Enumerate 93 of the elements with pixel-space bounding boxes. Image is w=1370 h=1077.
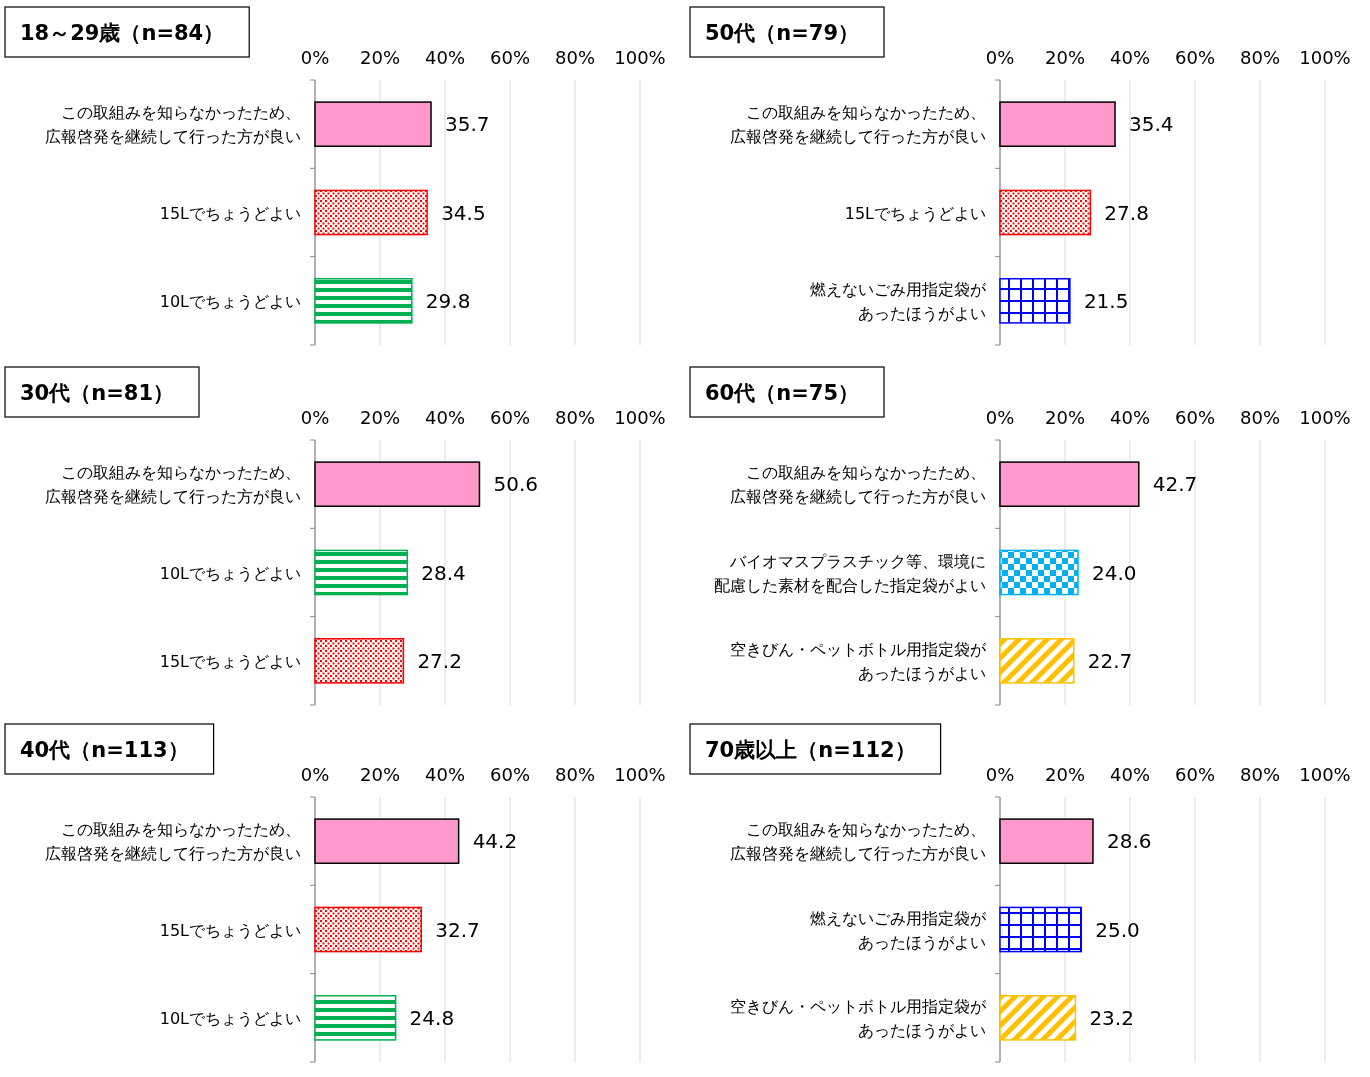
y-tick-label: この取組みを知らなかったため、広報啓発を継続して行った方が良い <box>730 103 986 147</box>
y-tick-label: 15Lでちょうどよい <box>844 203 986 223</box>
x-tick-label: 100% <box>614 764 666 785</box>
y-tick-label: 空きびん・ペットボトル用指定袋があったほうがよい <box>730 996 987 1040</box>
data-label: 34.5 <box>441 200 486 225</box>
x-tick-label: 40% <box>1109 407 1151 428</box>
data-label: 42.7 <box>1152 472 1198 497</box>
data-label: 35.7 <box>445 112 490 137</box>
x-tick-label: 80% <box>1239 47 1281 68</box>
data-label: 35.4 <box>1129 112 1174 137</box>
data-label: 29.8 <box>425 288 471 313</box>
bar <box>999 278 1071 324</box>
bar <box>314 101 432 147</box>
x-tick-label: 20% <box>359 47 401 68</box>
text: 40代（n=113） <box>20 738 189 762</box>
y-tick-label: 10Lでちょうどよい <box>159 563 301 583</box>
x-tick-label: 20% <box>1044 47 1086 68</box>
y-tick-label: 15Lでちょうどよい <box>159 920 301 940</box>
x-tick-label: 80% <box>554 407 596 428</box>
bar <box>314 906 423 953</box>
x-tick-label: 0% <box>985 407 1015 428</box>
x-tick-label: 60% <box>1174 764 1216 785</box>
bar <box>314 461 481 507</box>
data-label: 23.2 <box>1089 1005 1134 1030</box>
x-tick-label: 80% <box>1239 407 1281 428</box>
x-tick-label: 100% <box>1299 407 1351 428</box>
data-label: 27.2 <box>417 648 462 673</box>
x-tick-label: 100% <box>614 407 666 428</box>
bar <box>999 189 1092 236</box>
x-tick-label: 80% <box>554 764 596 785</box>
bar <box>999 461 1140 507</box>
data-label: 32.7 <box>435 917 480 942</box>
y-tick-label: 10Lでちょうどよい <box>159 1008 301 1028</box>
bar <box>314 995 397 1041</box>
text: 60代（n=75） <box>705 381 859 405</box>
bar <box>314 278 413 324</box>
data-label: 27.8 <box>1104 200 1149 225</box>
x-tick-label: 0% <box>985 764 1015 785</box>
data-label: 28.6 <box>1106 829 1152 854</box>
text: 18～29歳（n=84） <box>20 21 225 45</box>
data-label: 50.6 <box>493 472 538 497</box>
x-tick-label: 20% <box>1044 764 1086 785</box>
x-tick-label: 60% <box>1174 407 1216 428</box>
y-tick-label: この取組みを知らなかったため、広報啓発を継続して行った方が良い <box>730 463 986 507</box>
data-label: 44.2 <box>472 829 518 854</box>
bar <box>314 638 405 684</box>
x-tick-label: 40% <box>1109 764 1151 785</box>
y-tick-label: 空きびん・ペットボトル用指定袋があったほうがよい <box>730 639 987 683</box>
x-tick-label: 60% <box>489 47 531 68</box>
x-tick-label: 60% <box>489 407 531 428</box>
text: 30代（n=81） <box>20 381 174 405</box>
x-tick-label: 80% <box>554 47 596 68</box>
bar <box>314 189 428 236</box>
x-tick-label: 40% <box>424 764 466 785</box>
x-tick-label: 60% <box>489 764 531 785</box>
y-tick-label: 燃えないごみ用指定袋があったほうがよい <box>810 279 987 323</box>
data-label: 24.0 <box>1092 560 1137 585</box>
text: 70歳以上（n=112） <box>705 738 916 762</box>
x-tick-label: 40% <box>1109 47 1151 68</box>
bar <box>314 818 460 864</box>
x-tick-label: 100% <box>614 47 666 68</box>
y-tick-label: この取組みを知らなかったため、広報啓発を継続して行った方が良い <box>45 463 301 507</box>
bar <box>999 638 1075 684</box>
data-label: 28.4 <box>421 560 466 585</box>
data-label: 25.0 <box>1095 917 1140 942</box>
x-tick-label: 100% <box>1299 47 1351 68</box>
x-tick-label: 40% <box>424 47 466 68</box>
text: 50代（n=79） <box>705 21 859 45</box>
data-label: 24.8 <box>409 1005 455 1030</box>
x-tick-label: 0% <box>300 47 330 68</box>
x-tick-label: 80% <box>1239 764 1281 785</box>
bar <box>999 101 1116 147</box>
y-tick-label: 10Lでちょうどよい <box>159 291 301 311</box>
x-tick-label: 100% <box>1299 764 1351 785</box>
x-tick-label: 0% <box>300 407 330 428</box>
x-tick-label: 0% <box>985 47 1015 68</box>
data-label: 22.7 <box>1087 648 1133 673</box>
x-tick-label: 0% <box>300 764 330 785</box>
y-tick-label: バイオマスプラスチック等、環境に配慮した素材を配合した指定袋がよい <box>714 551 986 595</box>
x-tick-label: 20% <box>1044 407 1086 428</box>
x-tick-label: 20% <box>359 407 401 428</box>
x-tick-label: 40% <box>424 407 466 428</box>
bar <box>999 549 1079 596</box>
y-tick-label: 15Lでちょうどよい <box>159 651 301 671</box>
y-tick-label: 15Lでちょうどよい <box>159 203 301 223</box>
data-label: 21.5 <box>1083 288 1129 313</box>
y-tick-label: この取組みを知らなかったため、広報啓発を継続して行った方が良い <box>730 820 986 864</box>
y-tick-label: この取組みを知らなかったため、広報啓発を継続して行った方が良い <box>45 820 301 864</box>
y-tick-label: 燃えないごみ用指定袋があったほうがよい <box>810 908 987 952</box>
bar <box>314 549 409 596</box>
x-tick-label: 20% <box>359 764 401 785</box>
x-tick-label: 60% <box>1174 47 1216 68</box>
y-tick-label: この取組みを知らなかったため、広報啓発を継続して行った方が良い <box>45 103 301 147</box>
